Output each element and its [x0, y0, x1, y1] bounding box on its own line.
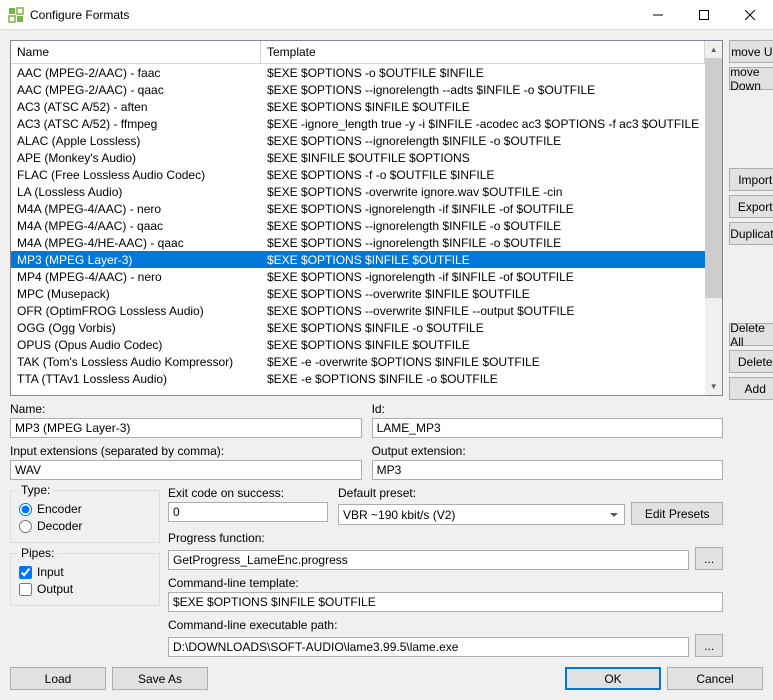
- app-icon: [8, 7, 24, 23]
- preset-label: Default preset:: [338, 486, 723, 500]
- table-row[interactable]: MPC (Musepack)$EXE $OPTIONS --overwrite …: [11, 285, 705, 302]
- table-row[interactable]: OPUS (Opus Audio Codec)$EXE $OPTIONS $IN…: [11, 336, 705, 353]
- preset-select[interactable]: VBR ~190 kbit/s (V2): [338, 504, 625, 525]
- exitcode-label: Exit code on success:: [168, 486, 328, 500]
- name-input[interactable]: MP3 (MPEG Layer-3): [10, 418, 362, 438]
- table-row[interactable]: MP3 (MPEG Layer-3)$EXE $OPTIONS $INFILE …: [11, 251, 705, 268]
- scrollbar[interactable]: ▲ ▼: [705, 41, 722, 395]
- table-row[interactable]: LA (Lossless Audio)$EXE $OPTIONS -overwr…: [11, 183, 705, 200]
- table-row[interactable]: AC3 (ATSC A/52) - ffmpeg$EXE -ignore_len…: [11, 115, 705, 132]
- name-label: Name:: [10, 402, 362, 416]
- table-row[interactable]: AC3 (ATSC A/52) - aften$EXE $OPTIONS $IN…: [11, 98, 705, 115]
- inputext-input[interactable]: WAV: [10, 460, 362, 480]
- close-button[interactable]: [727, 0, 773, 30]
- cmdexec-input[interactable]: D:\DOWNLOADS\SOFT-AUDIO\lame3.99.5\lame.…: [168, 637, 689, 657]
- table-row[interactable]: M4A (MPEG-4/HE-AAC) - qaac$EXE $OPTIONS …: [11, 234, 705, 251]
- table-row[interactable]: M4A (MPEG-4/AAC) - nero$EXE $OPTIONS -ig…: [11, 200, 705, 217]
- table-row[interactable]: TAK (Tom's Lossless Audio Kompressor)$EX…: [11, 353, 705, 370]
- scroll-down-icon[interactable]: ▼: [705, 378, 722, 395]
- table-row[interactable]: M4A (MPEG-4/AAC) - qaac$EXE $OPTIONS --i…: [11, 217, 705, 234]
- saveas-button[interactable]: Save As: [112, 667, 208, 690]
- cmdexec-label: Command-line executable path:: [168, 618, 723, 632]
- cancel-button[interactable]: Cancel: [667, 667, 763, 690]
- col-header-name[interactable]: Name: [11, 41, 261, 63]
- pipes-group: Pipes: Input Output: [10, 553, 160, 606]
- table-row[interactable]: AAC (MPEG-2/AAC) - qaac$EXE $OPTIONS --i…: [11, 81, 705, 98]
- ok-button[interactable]: OK: [565, 667, 661, 690]
- add-button[interactable]: Add: [729, 377, 773, 400]
- movedown-button[interactable]: move Down: [729, 67, 773, 90]
- cmdexec-browse-button[interactable]: ...: [695, 634, 723, 657]
- list-header: Name Template: [11, 41, 705, 64]
- import-button[interactable]: Import: [729, 168, 773, 191]
- inputext-label: Input extensions (separated by comma):: [10, 444, 362, 458]
- moveup-button[interactable]: move Up: [729, 40, 773, 63]
- scroll-thumb[interactable]: [705, 58, 722, 298]
- edit-presets-button[interactable]: Edit Presets: [631, 502, 723, 525]
- window-title: Configure Formats: [30, 8, 129, 22]
- table-row[interactable]: ALAC (Apple Lossless)$EXE $OPTIONS --ign…: [11, 132, 705, 149]
- exitcode-input[interactable]: 0: [168, 502, 328, 522]
- table-row[interactable]: AAC (MPEG-2/AAC) - faac$EXE $OPTIONS -o …: [11, 64, 705, 81]
- table-row[interactable]: APE (Monkey's Audio)$EXE $INFILE $OUTFIL…: [11, 149, 705, 166]
- deleteall-button[interactable]: Delete All: [729, 323, 773, 346]
- pipe-output-check[interactable]: Output: [19, 582, 151, 596]
- table-row[interactable]: TTA (TTAv1 Lossless Audio)$EXE -e $OPTIO…: [11, 370, 705, 387]
- cmdtmpl-input[interactable]: $EXE $OPTIONS $INFILE $OUTFILE: [168, 592, 723, 612]
- type-group: Type: Encoder Decoder: [10, 490, 160, 543]
- outputext-input[interactable]: MP3: [372, 460, 724, 480]
- pipe-input-check[interactable]: Input: [19, 565, 151, 579]
- duplicate-button[interactable]: Duplicate: [729, 222, 773, 245]
- cmdtmpl-label: Command-line template:: [168, 576, 723, 590]
- formats-list[interactable]: Name Template AAC (MPEG-2/AAC) - faac$EX…: [10, 40, 723, 396]
- minimize-button[interactable]: [635, 0, 681, 30]
- export-button[interactable]: Export: [729, 195, 773, 218]
- scroll-up-icon[interactable]: ▲: [705, 41, 722, 58]
- progress-browse-button[interactable]: ...: [695, 547, 723, 570]
- delete-button[interactable]: Delete: [729, 350, 773, 373]
- load-button[interactable]: Load: [10, 667, 106, 690]
- pipes-legend: Pipes:: [18, 546, 57, 560]
- table-row[interactable]: OFR (OptimFROG Lossless Audio)$EXE $OPTI…: [11, 302, 705, 319]
- table-row[interactable]: MP4 (MPEG-4/AAC) - nero$EXE $OPTIONS -ig…: [11, 268, 705, 285]
- progress-input[interactable]: GetProgress_LameEnc.progress: [168, 550, 689, 570]
- col-header-template[interactable]: Template: [261, 41, 705, 63]
- decoder-radio[interactable]: Decoder: [19, 519, 151, 533]
- titlebar: Configure Formats: [0, 0, 773, 30]
- maximize-button[interactable]: [681, 0, 727, 30]
- table-row[interactable]: FLAC (Free Lossless Audio Codec)$EXE $OP…: [11, 166, 705, 183]
- type-legend: Type:: [18, 483, 53, 497]
- encoder-radio[interactable]: Encoder: [19, 502, 151, 516]
- table-row[interactable]: OGG (Ogg Vorbis)$EXE $OPTIONS $INFILE -o…: [11, 319, 705, 336]
- id-input[interactable]: LAME_MP3: [372, 418, 724, 438]
- progress-label: Progress function:: [168, 531, 723, 545]
- id-label: Id:: [372, 402, 724, 416]
- outputext-label: Output extension:: [372, 444, 724, 458]
